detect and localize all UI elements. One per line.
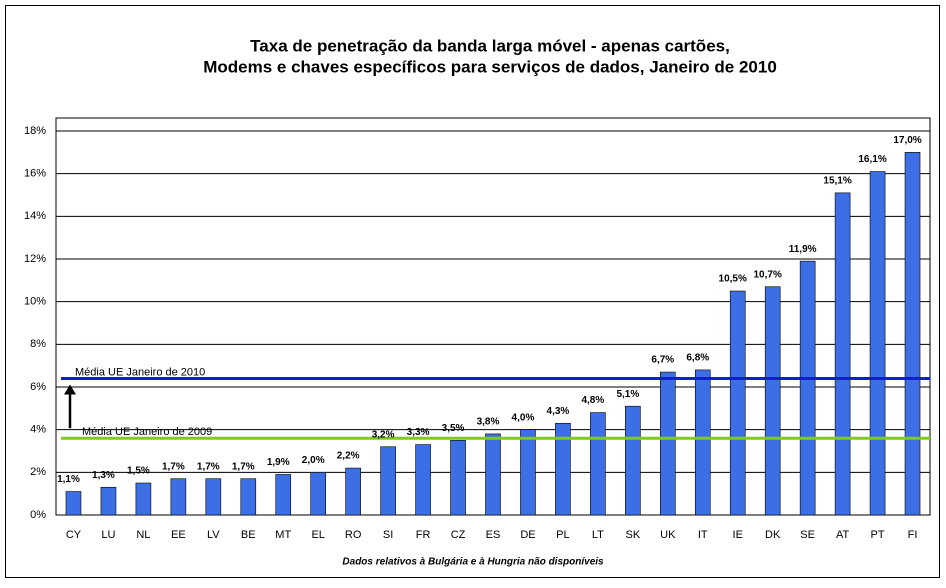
value-label: 15,1% bbox=[823, 176, 851, 187]
x-tick-label: NL bbox=[136, 529, 150, 541]
x-tick-label: EE bbox=[171, 529, 186, 541]
bar bbox=[520, 429, 536, 516]
bar bbox=[135, 482, 152, 516]
y-tick-label: 6% bbox=[30, 381, 46, 393]
bar bbox=[310, 472, 327, 516]
value-label: 10,5% bbox=[719, 274, 747, 285]
value-label: 3,5% bbox=[442, 423, 465, 434]
x-tick-label: PT bbox=[871, 529, 885, 541]
value-label: 1,9% bbox=[267, 457, 290, 468]
x-tick-label: LT bbox=[592, 529, 604, 541]
value-label: 4,3% bbox=[547, 406, 570, 417]
x-tick-label: CZ bbox=[451, 529, 466, 541]
x-tick-label: LU bbox=[101, 529, 115, 541]
value-label: 3,8% bbox=[477, 417, 500, 428]
value-label: 2,2% bbox=[337, 451, 360, 462]
x-tick-label: DE bbox=[520, 529, 535, 541]
x-tick-label: SE bbox=[800, 529, 815, 541]
value-label: 17,0% bbox=[893, 135, 921, 146]
value-label: 4,8% bbox=[581, 395, 604, 406]
bar bbox=[380, 446, 396, 516]
value-label: 1,1% bbox=[57, 474, 80, 485]
footnote: Dados relativos à Bulgária e à Hungria n… bbox=[342, 557, 604, 568]
x-tick-label: ES bbox=[486, 529, 501, 541]
value-label: 2,0% bbox=[302, 455, 325, 466]
value-label: 6,7% bbox=[651, 355, 674, 366]
value-label: 16,1% bbox=[858, 154, 886, 165]
bar bbox=[555, 422, 571, 516]
x-tick-label: BE bbox=[241, 529, 256, 541]
bar bbox=[729, 290, 746, 516]
bar bbox=[450, 440, 466, 516]
value-label: 1,7% bbox=[232, 461, 255, 472]
x-tick-label: CY bbox=[66, 529, 82, 541]
y-tick-label: 0% bbox=[30, 509, 46, 521]
x-tick-label: LV bbox=[207, 529, 220, 541]
value-label: 10,7% bbox=[754, 269, 782, 280]
x-tick-label: FR bbox=[416, 529, 431, 541]
reference-label: Média UE Janeiro de 2010 bbox=[75, 366, 205, 378]
x-tick-label: PL bbox=[556, 529, 569, 541]
y-tick-label: 2% bbox=[30, 466, 46, 478]
bar bbox=[170, 478, 187, 516]
y-tick-label: 12% bbox=[24, 253, 46, 265]
bar bbox=[764, 286, 781, 516]
bar bbox=[415, 444, 431, 516]
value-label: 3,2% bbox=[372, 429, 395, 440]
bar bbox=[625, 405, 641, 516]
bar bbox=[659, 371, 676, 516]
bar bbox=[590, 412, 606, 516]
reference-label: Média UE Janeiro de 2009 bbox=[82, 426, 212, 438]
bar bbox=[694, 369, 711, 516]
y-tick-label: 14% bbox=[24, 210, 46, 222]
x-tick-label: FI bbox=[908, 529, 918, 541]
bar bbox=[65, 491, 82, 516]
x-tick-label: IT bbox=[698, 529, 708, 541]
x-tick-label: SI bbox=[383, 529, 393, 541]
arrow-head bbox=[64, 384, 76, 395]
y-tick-label: 10% bbox=[24, 296, 46, 308]
x-tick-label: DK bbox=[765, 529, 781, 541]
bar bbox=[100, 486, 117, 516]
value-label: 1,5% bbox=[127, 466, 150, 477]
chart-title: Modems e chaves específicos para serviço… bbox=[203, 57, 777, 76]
chart-title: Taxa de penetração da banda larga móvel … bbox=[250, 36, 730, 55]
bar bbox=[869, 171, 886, 516]
x-tick-label: IE bbox=[733, 529, 743, 541]
y-tick-label: 16% bbox=[24, 168, 46, 180]
y-tick-label: 4% bbox=[30, 424, 46, 436]
bar bbox=[275, 474, 292, 516]
x-tick-label: RO bbox=[345, 529, 362, 541]
x-tick-label: EL bbox=[311, 529, 324, 541]
x-tick-label: AT bbox=[836, 529, 850, 541]
value-label: 1,7% bbox=[162, 461, 185, 472]
bar bbox=[834, 192, 851, 516]
value-label: 1,3% bbox=[92, 470, 115, 481]
value-label: 5,1% bbox=[616, 389, 639, 400]
y-tick-label: 18% bbox=[24, 125, 46, 137]
value-label: 1,7% bbox=[197, 461, 220, 472]
x-tick-label: MT bbox=[275, 529, 291, 541]
bar bbox=[904, 152, 921, 516]
x-tick-label: UK bbox=[660, 529, 676, 541]
bar bbox=[345, 467, 361, 516]
value-label: 11,9% bbox=[789, 244, 817, 255]
bar bbox=[240, 478, 257, 516]
bar bbox=[205, 478, 222, 516]
y-tick-label: 8% bbox=[30, 338, 46, 350]
x-tick-label: SK bbox=[625, 529, 640, 541]
bar bbox=[485, 433, 501, 516]
value-label: 4,0% bbox=[512, 412, 535, 423]
value-label: 6,8% bbox=[686, 353, 709, 364]
bar bbox=[799, 260, 816, 516]
value-label: 3,3% bbox=[407, 427, 430, 438]
